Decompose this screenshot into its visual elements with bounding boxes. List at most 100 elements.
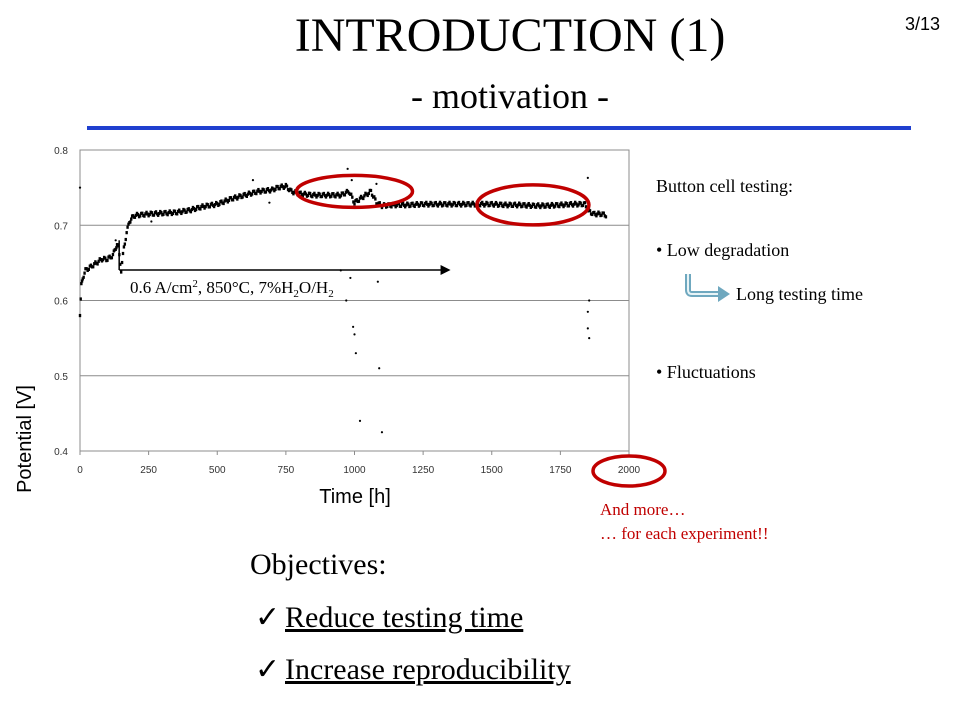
data-point xyxy=(241,195,244,199)
data-point xyxy=(200,204,203,209)
data-point xyxy=(178,208,181,212)
data-point xyxy=(593,210,596,214)
data-point xyxy=(283,185,287,189)
data-point xyxy=(484,202,487,207)
data-point xyxy=(108,254,111,258)
data-point xyxy=(488,203,491,208)
data-point xyxy=(378,201,381,205)
data-point xyxy=(430,201,433,205)
y-tick-label: 0.5 xyxy=(54,372,68,383)
side-notes-heading: Button cell testing: xyxy=(656,176,793,196)
data-point xyxy=(537,202,540,206)
highlight-circle xyxy=(475,183,591,227)
data-point xyxy=(130,217,133,221)
data-point xyxy=(513,201,517,205)
data-point xyxy=(363,194,366,198)
y-tick-label: 0.7 xyxy=(54,221,68,232)
data-point xyxy=(350,192,353,196)
data-point xyxy=(353,202,356,206)
data-point xyxy=(516,203,520,207)
data-point xyxy=(324,195,328,199)
data-point xyxy=(216,201,219,206)
data-point xyxy=(96,262,99,266)
data-point xyxy=(233,194,237,198)
data-point xyxy=(549,203,553,207)
data-point xyxy=(370,193,374,197)
data-point xyxy=(584,205,588,209)
data-point xyxy=(122,245,126,249)
outlier-point xyxy=(353,333,356,336)
data-point xyxy=(344,190,348,194)
data-point xyxy=(343,193,347,197)
data-point xyxy=(204,205,207,209)
x-tick-label: 1250 xyxy=(412,465,435,476)
data-point xyxy=(91,265,95,269)
data-point xyxy=(285,184,289,188)
outlier-point xyxy=(358,419,362,422)
data-point xyxy=(231,198,235,202)
data-point xyxy=(492,204,496,208)
data-point xyxy=(495,202,499,206)
data-point xyxy=(145,210,148,214)
data-point xyxy=(493,202,497,206)
data-point xyxy=(114,247,117,251)
data-point xyxy=(87,267,90,271)
x-tick-label: 2000 xyxy=(618,465,641,476)
data-point xyxy=(306,193,310,198)
data-point xyxy=(111,252,115,257)
data-point xyxy=(197,204,200,209)
x-tick-label: 0 xyxy=(77,465,83,476)
data-point xyxy=(278,187,281,191)
note-fluctuations: • Fluctuations xyxy=(656,362,756,382)
outlier-point xyxy=(349,276,352,280)
data-point xyxy=(583,201,587,205)
data-point xyxy=(337,193,340,197)
data-point xyxy=(572,202,576,206)
data-point xyxy=(150,211,153,215)
outlier-point xyxy=(588,337,591,340)
data-point xyxy=(183,208,186,212)
data-point xyxy=(449,202,452,206)
chart-annotations: 0.6 A/cm2, 850°C, 7%H2O/H2 xyxy=(118,173,667,488)
data-point xyxy=(212,204,216,209)
data-point xyxy=(575,202,578,206)
data-point xyxy=(143,214,146,218)
x-tick-label: 1500 xyxy=(481,465,504,476)
data-point xyxy=(471,200,474,204)
data-point xyxy=(428,202,431,207)
y-tick-label: 0.4 xyxy=(54,447,68,458)
data-point xyxy=(504,201,507,205)
data-point xyxy=(507,203,510,208)
data-point xyxy=(162,212,165,216)
data-point xyxy=(269,188,273,192)
data-point xyxy=(223,199,226,203)
checkmark-icon: ✓ xyxy=(255,601,281,634)
data-point xyxy=(89,263,93,267)
data-point xyxy=(192,206,196,211)
data-point xyxy=(457,200,461,205)
data-point xyxy=(369,188,373,193)
data-point xyxy=(463,201,466,206)
outlier-point xyxy=(354,352,357,355)
data-point xyxy=(119,262,122,266)
data-point xyxy=(591,212,594,217)
data-point xyxy=(229,196,233,200)
data-point xyxy=(528,203,531,207)
highlight-circle xyxy=(591,454,667,488)
outlier-point xyxy=(345,299,348,302)
data-point xyxy=(407,202,410,206)
objective-label: Increase reproducibility xyxy=(285,653,571,686)
data-point xyxy=(313,191,316,195)
data-point xyxy=(538,204,541,208)
data-point xyxy=(202,204,205,209)
data-point xyxy=(171,211,175,216)
data-point xyxy=(206,203,209,207)
data-point xyxy=(604,215,608,219)
data-point xyxy=(411,201,414,205)
highlight-circle xyxy=(294,173,415,210)
outlier-point xyxy=(586,327,589,330)
data-point xyxy=(189,210,193,214)
data-point xyxy=(358,196,362,200)
data-point xyxy=(299,190,302,194)
data-point xyxy=(119,270,123,274)
